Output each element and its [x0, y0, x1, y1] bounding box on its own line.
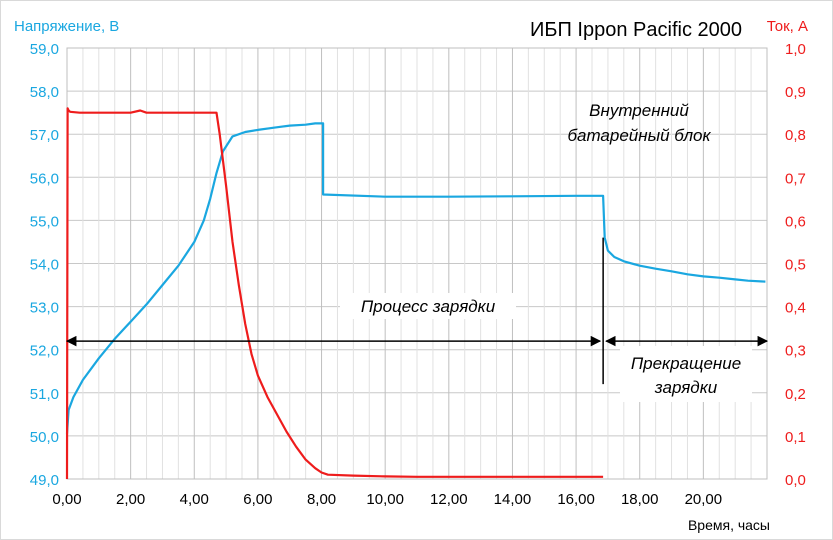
x-tick-label: 6,00 — [243, 491, 272, 508]
y-right-tick-label: 0,8 — [785, 127, 806, 144]
x-tick-label: 0,00 — [52, 491, 81, 508]
y-right-tick-label: 0,4 — [785, 300, 806, 317]
x-tick-label: 8,00 — [307, 491, 336, 508]
y-left-tick-label: 54,0 — [30, 257, 59, 274]
y-right-tick-label: 0,3 — [785, 343, 806, 360]
tick-labels: 49,0 50,0 51,0 52,0 53,0 54,0 55,0 56,0 57,0 58,0… — [30, 41, 806, 508]
y-left-axis-label: Напряжение, В — [14, 18, 119, 35]
annotation-charging: Процесс зарядки — [361, 297, 496, 316]
current-series-line — [65, 107, 604, 480]
x-tick-label: 2,00 — [116, 491, 145, 508]
y-left-tick-label: 52,0 — [30, 343, 59, 360]
x-tick-label: 4,00 — [180, 491, 209, 508]
x-tick-label: 18,00 — [621, 491, 659, 508]
y-right-axis-label: Ток, А — [767, 18, 808, 35]
charging-label-background — [340, 293, 516, 319]
stop-charging-label-background — [620, 346, 752, 402]
x-tick-label: 16,00 — [557, 491, 595, 508]
annotation-internal-battery-line1: Внутренний — [589, 101, 689, 120]
series-layer — [65, 107, 766, 480]
chart-title: ИБП Ippon Pacific 2000 — [530, 19, 742, 41]
grid — [66, 47, 768, 480]
voltage-series-line — [65, 122, 766, 434]
x-axis-label: Время, часы — [688, 517, 770, 533]
y-right-tick-label: 0,1 — [785, 429, 806, 446]
y-right-tick-label: 0,2 — [785, 386, 806, 403]
y-right-tick-label: 0,7 — [785, 170, 806, 187]
annotation-stop-charging-line1: Прекращение — [631, 354, 741, 373]
y-right-tick-label: 0,5 — [785, 257, 806, 274]
y-left-tick-label: 49,0 — [30, 472, 59, 489]
y-right-tick-label: 0,0 — [785, 472, 806, 489]
y-left-tick-label: 59,0 — [30, 41, 59, 58]
y-left-tick-label: 50,0 — [30, 429, 59, 446]
y-left-tick-label: 57,0 — [30, 127, 59, 144]
x-tick-label: 10,00 — [366, 491, 404, 508]
x-tick-label: 20,00 — [685, 491, 723, 508]
annotation-internal-battery-line2: батарейный блок — [567, 126, 711, 145]
y-right-tick-label: 1,0 — [785, 41, 806, 58]
y-left-tick-label: 53,0 — [30, 300, 59, 317]
annotations — [65, 237, 769, 385]
annotation-stop-charging-line2: зарядки — [654, 378, 718, 397]
y-left-tick-label: 58,0 — [30, 84, 59, 101]
x-tick-label: 12,00 — [430, 491, 468, 508]
y-right-tick-label: 0,6 — [785, 213, 806, 230]
y-left-tick-label: 51,0 — [30, 386, 59, 403]
y-right-tick-label: 0,9 — [785, 84, 806, 101]
y-left-tick-label: 55,0 — [30, 213, 59, 230]
x-tick-label: 14,00 — [494, 491, 532, 508]
y-left-tick-label: 56,0 — [30, 170, 59, 187]
